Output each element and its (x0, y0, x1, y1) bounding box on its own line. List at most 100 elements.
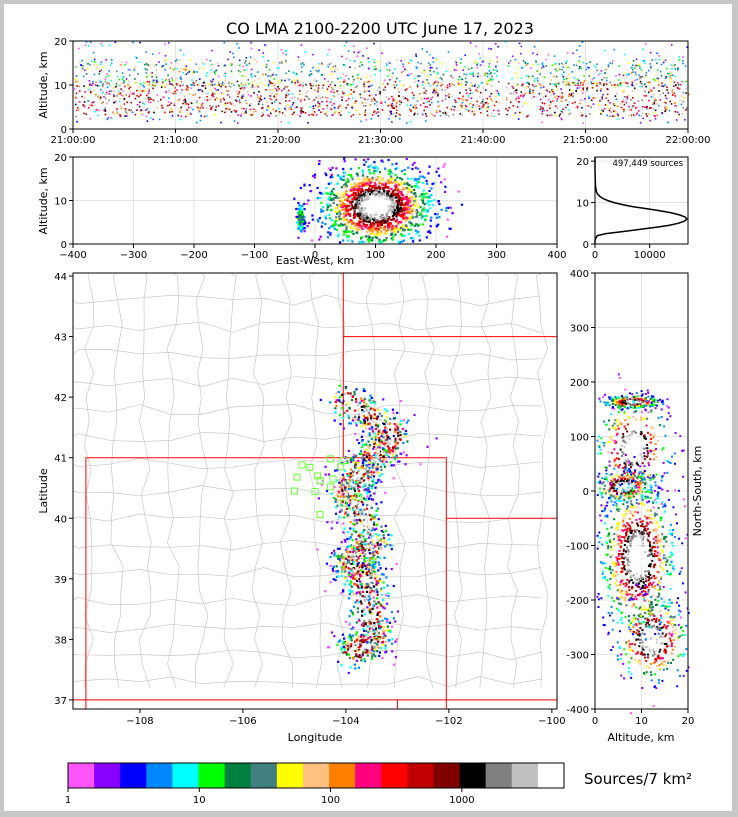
source-cell (612, 60, 614, 62)
source-cell (196, 84, 199, 87)
source-cell (296, 221, 299, 224)
source-cell (334, 512, 338, 515)
source-cell (403, 217, 406, 220)
source-cell (298, 215, 301, 218)
source-cell (350, 186, 353, 189)
source-cell (242, 65, 244, 68)
source-cell (371, 558, 375, 561)
source-cell (389, 177, 392, 180)
source-cell (580, 115, 583, 117)
source-cell (262, 56, 265, 58)
source-cell (414, 195, 417, 198)
source-cell (558, 82, 560, 84)
source-cell (479, 57, 481, 59)
source-cell (358, 619, 361, 622)
source-cell (360, 61, 362, 63)
source-cell (676, 69, 679, 71)
source-cell (359, 536, 362, 539)
source-cell (241, 87, 243, 89)
source-cell (348, 507, 351, 510)
source-cell (96, 113, 99, 116)
source-cell (342, 73, 345, 75)
source-cell (483, 106, 485, 109)
source-cell (94, 110, 96, 113)
source-cell (416, 84, 419, 86)
source-cell (344, 214, 347, 217)
source-cell (368, 427, 371, 430)
source-cell (416, 210, 419, 214)
source-cell (616, 113, 619, 115)
source-cell (668, 109, 671, 112)
source-cell (380, 501, 383, 504)
source-cell (363, 85, 365, 88)
source-cell (104, 107, 106, 109)
source-cell (275, 115, 277, 117)
source-cell (94, 84, 97, 86)
source-cell (400, 240, 404, 243)
source-cell (664, 77, 667, 80)
source-cell (300, 230, 303, 233)
source-cell (336, 174, 340, 177)
source-cell (400, 191, 403, 194)
source-cell (631, 81, 633, 83)
source-cell (343, 527, 346, 530)
source-cell (402, 70, 404, 73)
source-cell (379, 216, 382, 220)
source-cell (394, 220, 397, 223)
source-cell (379, 104, 382, 106)
source-cell (438, 203, 441, 206)
source-cell (143, 86, 145, 88)
source-cell (496, 56, 498, 58)
source-cell (301, 66, 303, 68)
source-cell (360, 215, 363, 218)
source-cell (390, 104, 392, 106)
source-cell (345, 41, 348, 43)
source-cell (391, 227, 394, 230)
source-cell (374, 100, 376, 102)
source-cell (379, 233, 382, 236)
source-cell (165, 78, 167, 81)
source-cell (110, 62, 113, 64)
source-cell (438, 104, 440, 107)
source-cell (370, 223, 373, 226)
source-cell (241, 75, 244, 77)
source-cell (347, 235, 350, 238)
source-cell (303, 63, 305, 66)
source-cell (185, 115, 187, 118)
source-cell (384, 231, 387, 234)
source-cell (391, 181, 395, 184)
source-cell (247, 79, 250, 81)
source-cell (368, 193, 372, 196)
source-cell (311, 218, 314, 221)
source-cell (439, 76, 442, 79)
source-cell (485, 101, 488, 104)
source-cell (379, 241, 382, 244)
source-cell (678, 59, 680, 61)
source-cell (409, 215, 412, 218)
source-cell (92, 82, 94, 85)
source-cell (373, 192, 376, 195)
source-cell (432, 182, 435, 185)
source-cell (170, 83, 173, 85)
source-cell (648, 99, 650, 102)
source-cell (361, 204, 364, 207)
source-cell (359, 513, 362, 516)
source-cell (486, 75, 489, 78)
source-cell (488, 65, 490, 68)
source-cell (362, 240, 365, 244)
source-cell (309, 82, 311, 85)
source-cell (295, 72, 298, 75)
source-cell (399, 117, 401, 120)
source-cell (337, 478, 341, 481)
source-cell (336, 210, 340, 214)
source-cell (560, 117, 562, 119)
source-cell (568, 84, 571, 86)
source-cell (273, 61, 275, 64)
source-cell (372, 566, 375, 569)
source-cell (317, 95, 320, 97)
source-cell (455, 101, 457, 103)
source-cell (277, 86, 279, 88)
source-cell (209, 86, 212, 89)
source-cell (415, 178, 418, 181)
source-cell (220, 85, 222, 88)
